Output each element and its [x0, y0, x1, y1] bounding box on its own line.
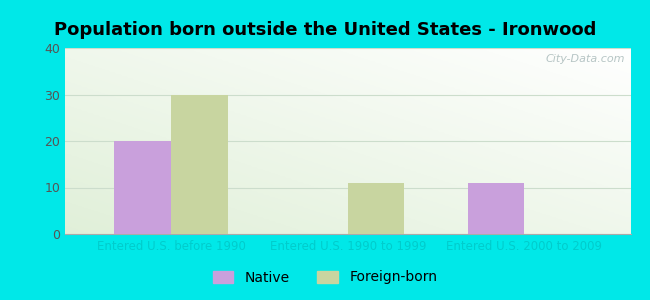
Bar — [114, 141, 171, 234]
Bar — [348, 183, 404, 234]
Legend: Native, Foreign-born: Native, Foreign-born — [207, 265, 443, 290]
Text: City-Data.com: City-Data.com — [545, 54, 625, 64]
Bar — [171, 94, 228, 234]
Text: Population born outside the United States - Ironwood: Population born outside the United State… — [54, 21, 596, 39]
Bar — [468, 183, 525, 234]
